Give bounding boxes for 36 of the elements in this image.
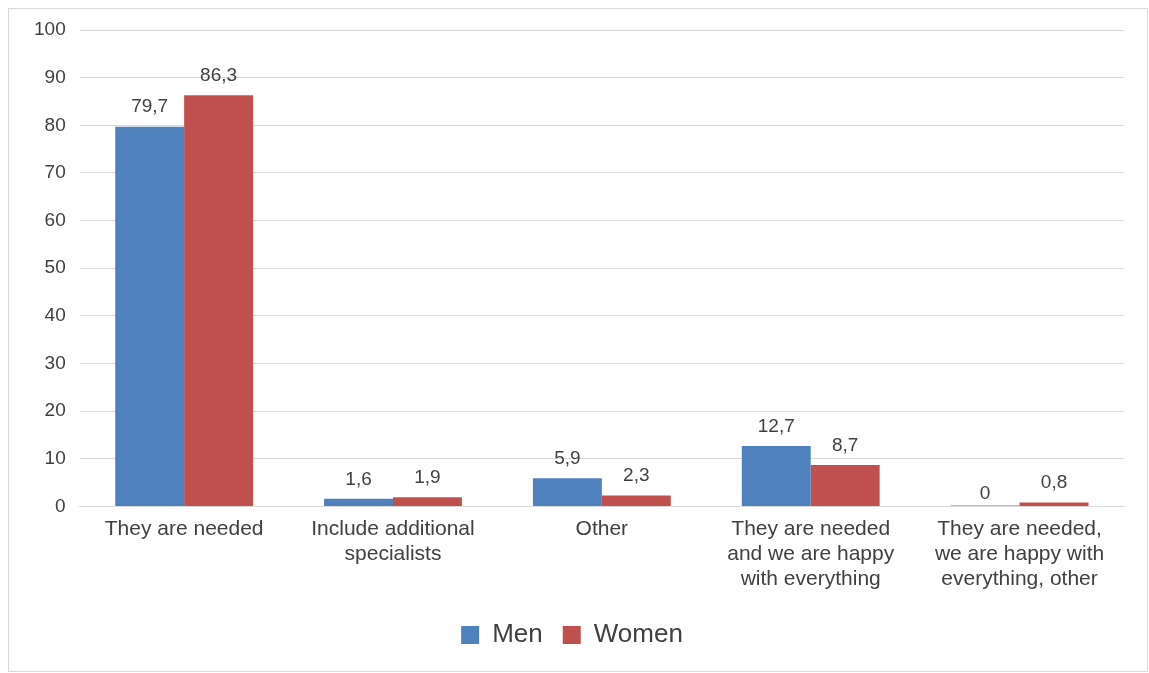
x-tick-label: They are needed, we are happy with everything, other [933,515,1105,590]
data-label: 0,8 [1040,471,1068,493]
y-tick-label: 60 [44,208,66,230]
x-tick-label: They are needed [104,515,264,539]
bar [392,497,462,506]
data-label: 5,9 [554,447,581,469]
bar [184,95,254,506]
data-label: 12,7 [757,414,795,436]
bar [324,498,393,506]
y-tick-label: 0 [55,494,66,516]
data-label: 8,7 [831,433,859,455]
data-label: 79,7 [131,95,169,117]
y-tick-label: 40 [44,304,66,326]
legend-label: Women [593,618,683,649]
x-tick-label: Include additional specialists [311,515,475,564]
bar [115,126,185,506]
data-label: 0 [979,482,991,504]
bar [601,495,671,506]
bar [532,478,602,506]
bar [741,445,811,506]
y-tick-label: 10 [44,446,66,468]
x-tick-label: Other [575,515,629,539]
y-tick-label: 50 [44,256,66,278]
data-label: 1,9 [414,466,441,488]
y-tick-label: 70 [44,161,66,183]
y-tick-label: 90 [44,65,66,87]
data-label: 1,6 [345,467,372,489]
y-tick-label: 30 [44,351,66,373]
y-tick-label: 100 [34,18,66,40]
data-label: 86,3 [200,64,238,85]
legend-label: Men [492,618,543,649]
y-tick-label: 80 [44,113,66,135]
x-tick-label: They are needed and we are happy with everything [727,515,895,590]
data-label: 2,3 [623,464,650,486]
y-tick-label: 20 [44,399,66,421]
bar [810,464,880,506]
